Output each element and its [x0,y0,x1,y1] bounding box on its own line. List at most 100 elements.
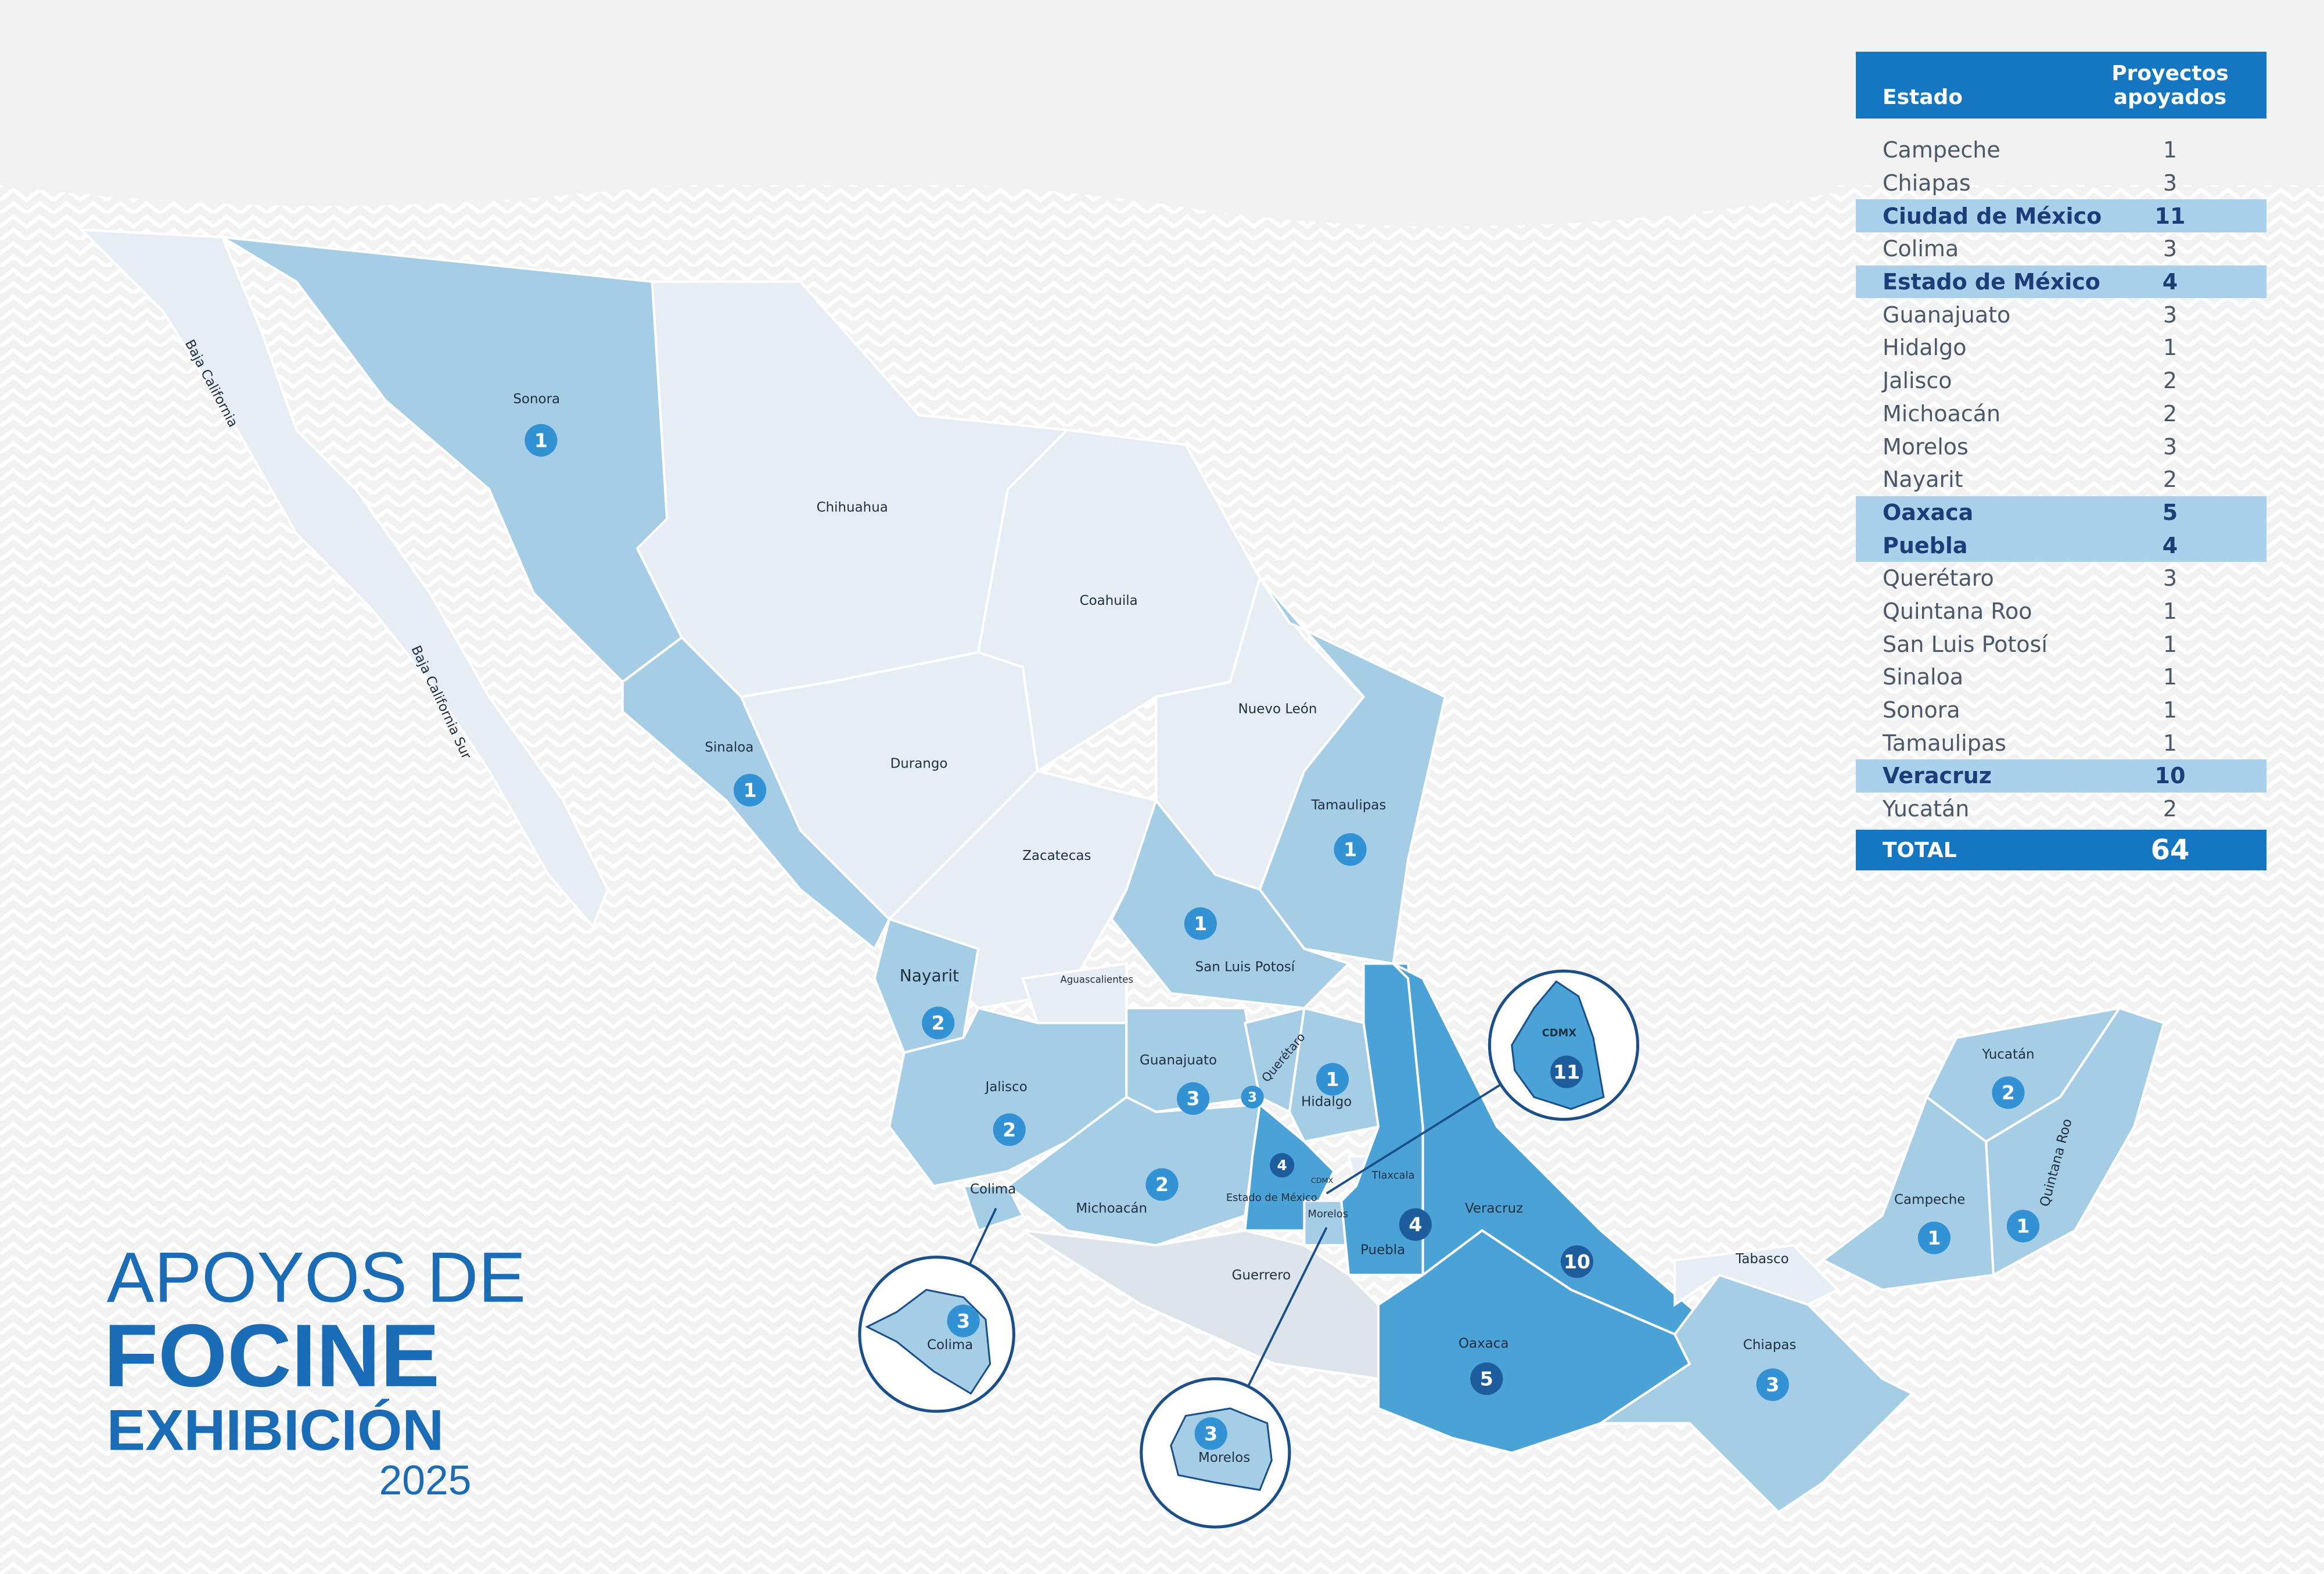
state-cell: Oaxaca [1883,499,1974,525]
table-row: Sonora 1 [1856,694,2266,727]
table-row: Sinaloa 1 [1856,661,2266,694]
count-badge [1756,1368,1789,1401]
count-label: 1 [1344,838,1357,861]
count-cell: 3 [2163,433,2178,460]
count-label: 1 [1326,1068,1339,1091]
state-label: San Luis Potosí [1195,959,1295,974]
count-cell: 2 [2163,467,2178,493]
count-badge [1194,1417,1227,1450]
header-cell: Proyectos apoyados [2111,62,2229,109]
count-badge [1560,1245,1594,1278]
state-shape [78,228,609,929]
state-label: Colima [970,1182,1016,1197]
state-label: Durango [890,756,948,772]
header-cell: Estado [1883,85,1963,109]
count-badge [525,424,558,457]
state-cell: Hidalgo [1883,335,1967,361]
count-cell: 1 [2163,664,2178,690]
state-shape [1005,1095,1262,1247]
state-label: Oaxaca [1459,1336,1508,1351]
table-row: Quintana Roo 1 [1856,595,2266,628]
count-badge [1145,1168,1179,1201]
table-row: Guanajuato 3 [1856,298,2266,331]
count-cell: 1 [2163,697,2178,723]
state-cell: Nayarit [1883,467,1963,493]
count-cell: 1 [2163,730,2178,756]
count-label: 1 [534,429,548,451]
state-label: Aguascalientes [1060,974,1133,985]
top-band [0,0,1838,227]
inset-label: Morelos [1198,1450,1250,1465]
state-cell: Puebla [1883,532,1968,558]
count-cell: 10 [2154,763,2186,789]
count-badge [734,773,767,807]
table-row: Veracruz 10 [1856,759,2266,793]
state-cell: Sinaloa [1883,664,1964,690]
count-label: 1 [1194,912,1207,935]
state-label: Veracruz [1465,1201,1523,1216]
count-badge [1316,1063,1349,1096]
state-cell: Quintana Roo [1883,598,2032,624]
count-badge [947,1304,980,1338]
table-row: Querétaro 3 [1856,562,2266,595]
state-label: Nuevo León [1238,701,1317,716]
state-cell: Michoacán [1883,400,2001,426]
count-label: 4 [1277,1157,1287,1174]
state-cell: San Luis Potosí [1883,631,2048,657]
state-cell: Sonora [1883,697,1960,723]
title-line: EXHIBICIÓN [107,1398,444,1462]
state-label: Campeche [1894,1192,1965,1207]
total-value: 64 [2150,834,2190,867]
state-label: Tlaxcala [1371,1169,1415,1181]
state-label: Zacatecas [1022,848,1091,863]
count-badge [1399,1208,1432,1241]
count-cell: 3 [2163,302,2178,328]
count-cell: 2 [2163,796,2178,822]
count-label: 2 [1155,1173,1169,1196]
count-badge [1550,1055,1583,1088]
state-label: Puebla [1360,1243,1405,1258]
table-row: Puebla 4 [1856,529,2266,562]
state-cell: Campeche [1883,137,2000,163]
state-label: Sonora [513,392,560,407]
table: Estado Proyectos apoyados Campeche 1 Chiap… [1856,52,2266,871]
table-row: San Luis Potosí 1 [1856,628,2266,661]
table-row: Estado de México 4 [1856,265,2266,299]
state-cell: Tamaulipas [1883,730,2006,756]
count-label: 3 [1248,1089,1257,1105]
inset-label: CDMX [1542,1027,1577,1039]
state-shape [1673,1244,1840,1307]
state-cell: Estado de México [1883,269,2100,295]
total-label: TOTAL [1883,838,1957,862]
count-cell: 4 [2162,269,2178,295]
count-cell: 2 [2163,368,2178,394]
count-label: 2 [1003,1118,1016,1141]
count-label: 1 [2016,1215,2030,1238]
state-cell: Guanajuato [1883,302,2011,328]
state-label: Hidalgo [1301,1094,1352,1109]
state-label: Jalisco [984,1080,1027,1095]
state-label: Michoacán [1076,1201,1147,1216]
inset-connector [1247,1227,1328,1387]
count-label: 11 [1553,1060,1580,1083]
state-shape [1258,577,1447,965]
title-year: 2025 [379,1457,472,1504]
count-cell: 1 [2163,137,2178,163]
table-row: Colima 3 [1856,232,2266,266]
count-badge [1992,1076,2025,1109]
table-row: Campeche 1 [1856,134,2266,167]
table-row: Oaxaca 5 [1856,496,2266,529]
table-row: Tamaulipas 1 [1856,726,2266,759]
state-label: Chihuahua [817,500,888,515]
count-label: 2 [932,1012,945,1034]
count-badge [1270,1153,1295,1178]
state-cell: Yucatán [1883,796,1970,822]
count-label: 3 [1187,1087,1200,1110]
regions [78,228,2165,1514]
count-label: 4 [1409,1213,1422,1236]
table-row: Jalisco 2 [1856,364,2266,397]
count-cell: 1 [2163,598,2178,624]
state-cell: Veracruz [1883,763,1992,789]
state-cell: Colima [1883,236,1959,262]
